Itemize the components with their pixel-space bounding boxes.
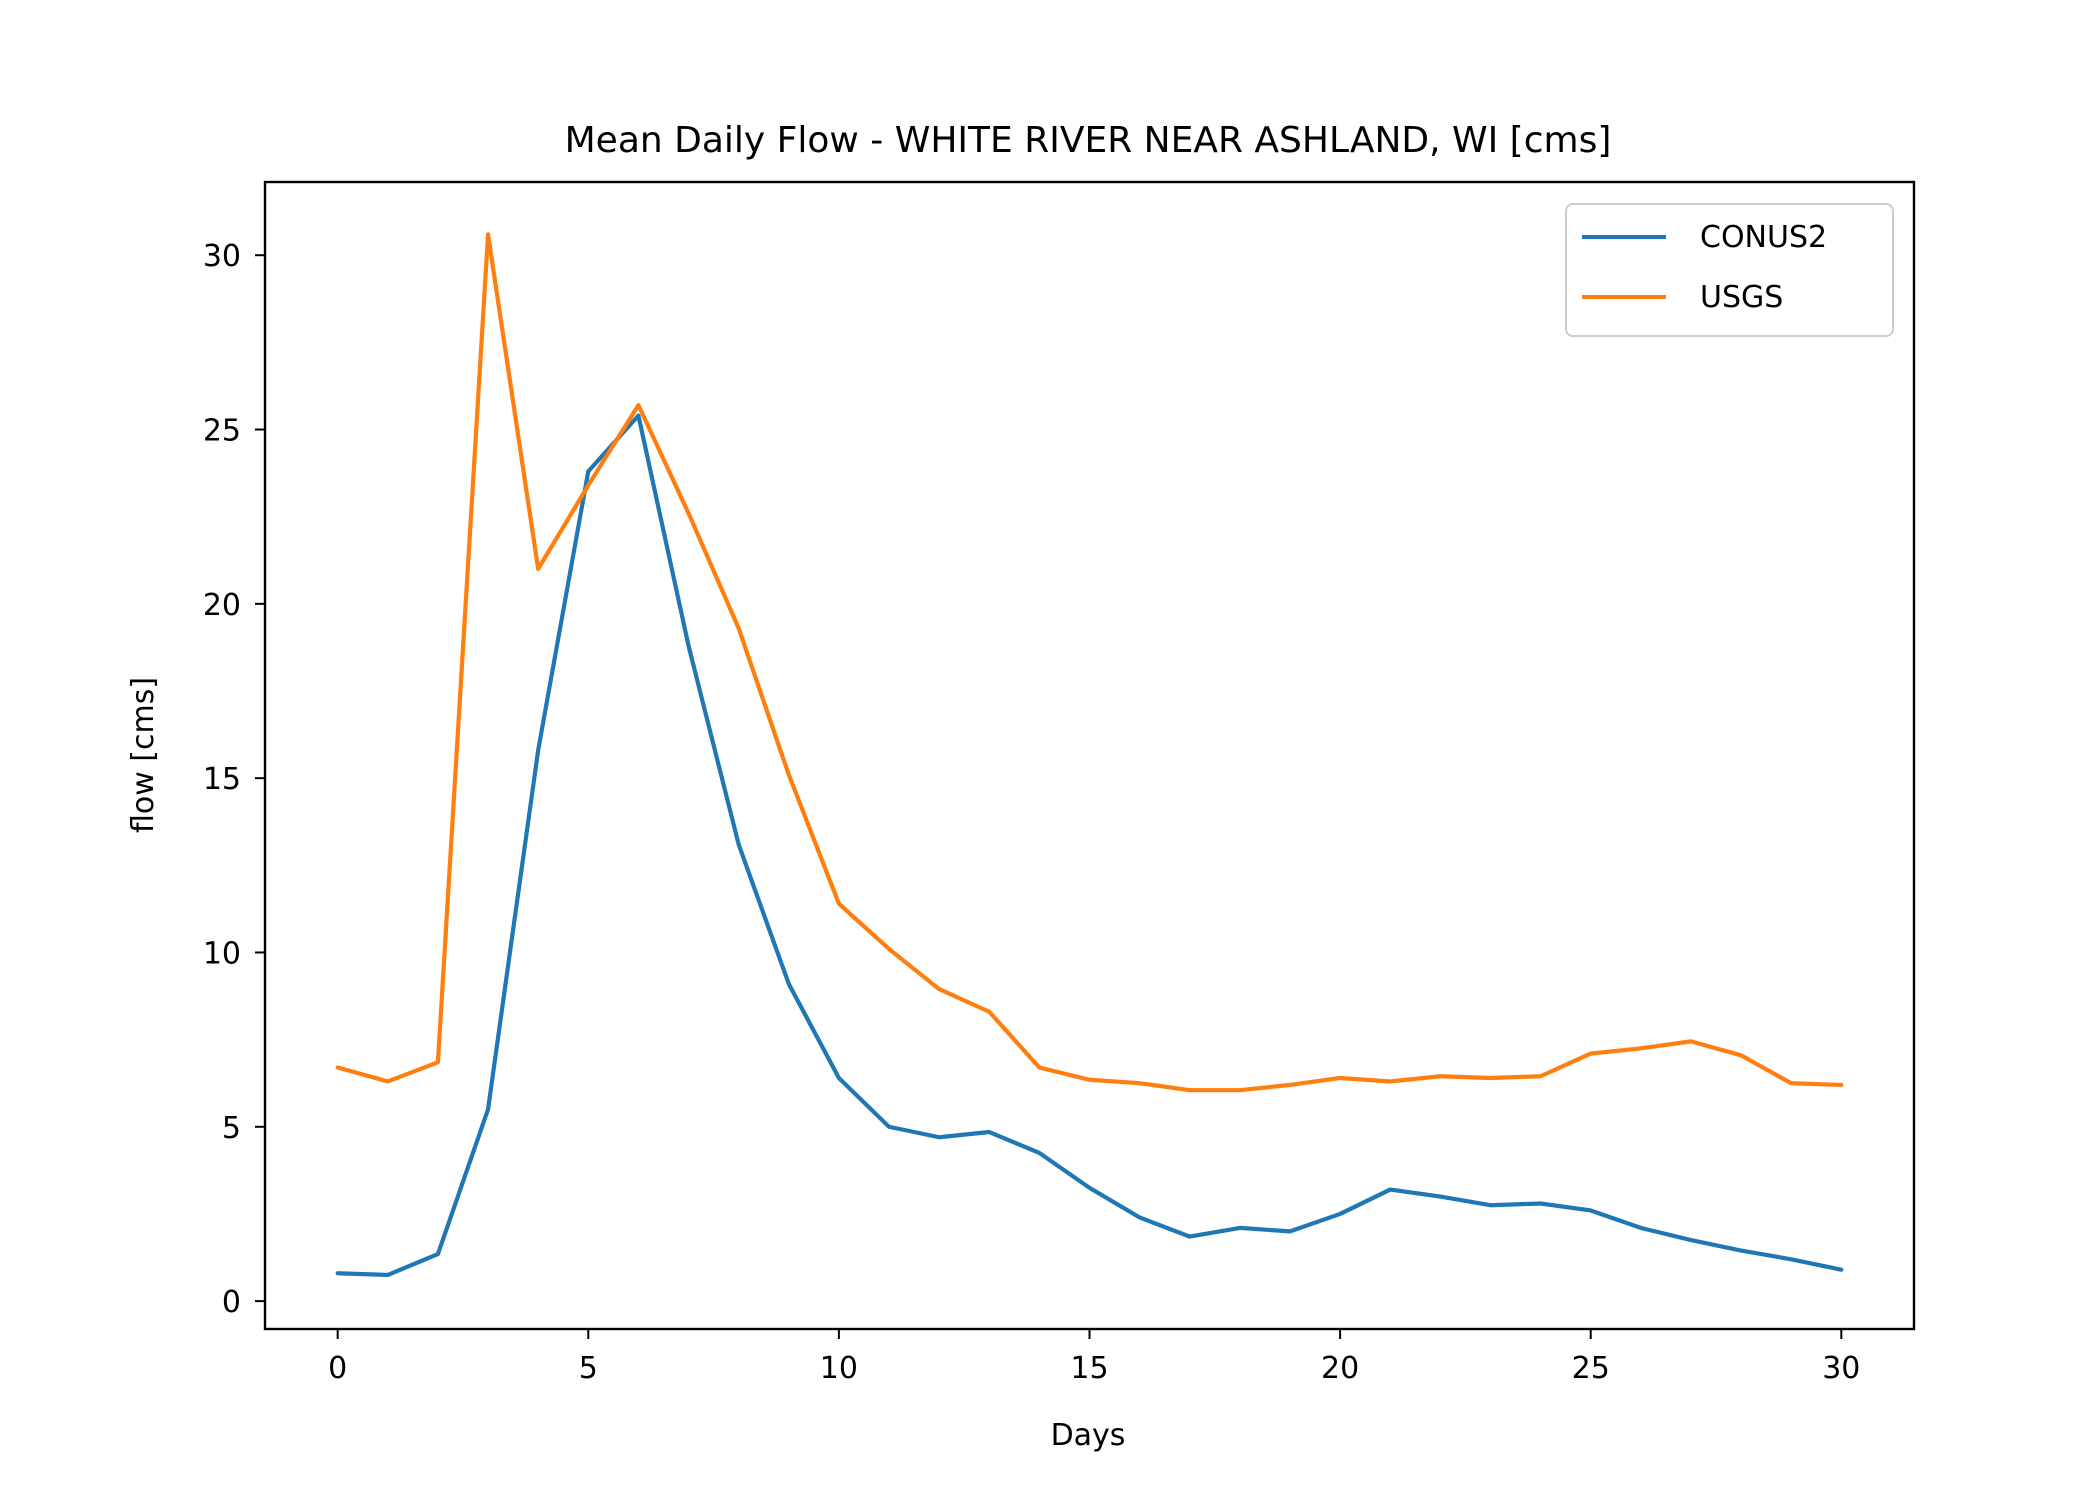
data-point-conus2-27 [1690,1239,1692,1241]
data-point-conus2-22 [1439,1195,1442,1198]
data-point-usgs-25 [1589,1052,1592,1055]
x-tick-label-10: 10 [820,1351,858,1386]
data-point-usgs-3 [487,233,489,236]
data-point-conus2-12 [938,1136,940,1139]
data-point-conus2-8 [737,843,740,846]
data-point-conus2-20 [1339,1213,1341,1215]
data-point-usgs-18 [1239,1089,1241,1091]
y-tick-label-15: 15 [203,762,241,797]
data-point-conus2-1 [386,1274,389,1276]
y-tick-label-10: 10 [203,936,241,971]
data-point-conus2-10 [838,1077,840,1079]
data-point-usgs-14 [1038,1066,1041,1069]
data-point-conus2-17 [1188,1235,1191,1238]
y-tick-label-30: 30 [203,239,241,274]
data-point-conus2-6 [637,414,640,417]
y-tick-label-5: 5 [222,1111,241,1146]
data-point-usgs-8 [737,627,740,630]
data-point-usgs-9 [787,773,790,776]
legend-label-conus2: CONUS2 [1700,220,1827,255]
data-point-usgs-30 [1840,1084,1843,1086]
axes-layer: 0 5 10 15 20 25 30 0 5 10 15 20 25 30 [203,239,1861,1386]
data-point-usgs-0 [336,1066,339,1069]
data-point-usgs-20 [1339,1077,1341,1079]
data-point-usgs-19 [1289,1084,1291,1086]
data-point-usgs-21 [1389,1080,1392,1083]
data-point-usgs-10 [838,902,840,905]
data-point-conus2-24 [1539,1202,1542,1205]
y-tick-label-0: 0 [222,1285,241,1320]
data-point-usgs-24 [1539,1075,1542,1078]
data-point-conus2-5 [587,470,590,473]
data-point-usgs-29 [1790,1082,1793,1085]
data-point-usgs-2 [437,1061,439,1064]
data-point-conus2-26 [1640,1227,1642,1229]
data-point-conus2-13 [988,1131,991,1133]
series-layer [335,232,1844,1278]
data-point-conus2-18 [1239,1227,1241,1229]
data-point-conus2-11 [888,1125,890,1128]
x-tick-label-25: 25 [1572,1351,1610,1386]
plot-area [263,180,1916,1331]
y-tick-label-20: 20 [203,588,241,623]
data-point-conus2-19 [1289,1230,1291,1233]
data-point-usgs-15 [1088,1078,1091,1081]
data-point-usgs-22 [1439,1075,1442,1078]
chart-title: Mean Daily Flow - WHITE RIVER NEAR ASHLA… [565,120,1612,161]
y-axis-label: flow [cms] [126,677,161,833]
data-point-conus2-30 [1840,1268,1843,1271]
data-point-conus2-0 [336,1272,339,1275]
legend-label-usgs: USGS [1700,280,1783,315]
data-point-usgs-7 [687,512,690,515]
data-point-usgs-28 [1740,1054,1742,1057]
x-tick-label-20: 20 [1321,1351,1359,1386]
data-point-conus2-9 [787,983,790,985]
y-tick-label-25: 25 [203,414,241,449]
data-point-conus2-21 [1389,1188,1392,1191]
data-point-usgs-23 [1489,1077,1492,1079]
x-tick-label-5: 5 [579,1351,598,1386]
data-point-usgs-27 [1690,1040,1692,1043]
data-point-usgs-17 [1188,1089,1191,1091]
x-axis-label: Days [1051,1418,1126,1453]
data-point-usgs-13 [988,1010,991,1013]
data-point-usgs-26 [1640,1047,1642,1050]
data-point-usgs-16 [1138,1082,1141,1085]
data-point-conus2-2 [437,1253,439,1255]
data-point-conus2-4 [537,749,539,752]
data-point-conus2-28 [1740,1249,1742,1252]
x-tick-label-30: 30 [1822,1351,1860,1386]
data-point-conus2-7 [687,644,690,647]
data-point-conus2-14 [1038,1152,1041,1154]
data-point-usgs-6 [637,404,640,406]
data-point-conus2-29 [1790,1258,1793,1261]
data-point-conus2-25 [1589,1209,1592,1212]
data-point-usgs-1 [386,1080,389,1083]
data-point-conus2-3 [487,1108,489,1111]
data-point-conus2-23 [1489,1204,1492,1207]
data-point-conus2-16 [1138,1216,1141,1219]
data-point-usgs-4 [537,568,539,570]
data-point-usgs-5 [587,484,590,487]
legend: CONUS2 USGS [1565,203,1894,337]
x-tick-label-15: 15 [1070,1351,1108,1386]
x-tick-label-0: 0 [328,1351,347,1386]
data-point-usgs-12 [938,988,940,990]
data-point-conus2-15 [1088,1187,1091,1189]
data-point-usgs-11 [888,948,890,950]
